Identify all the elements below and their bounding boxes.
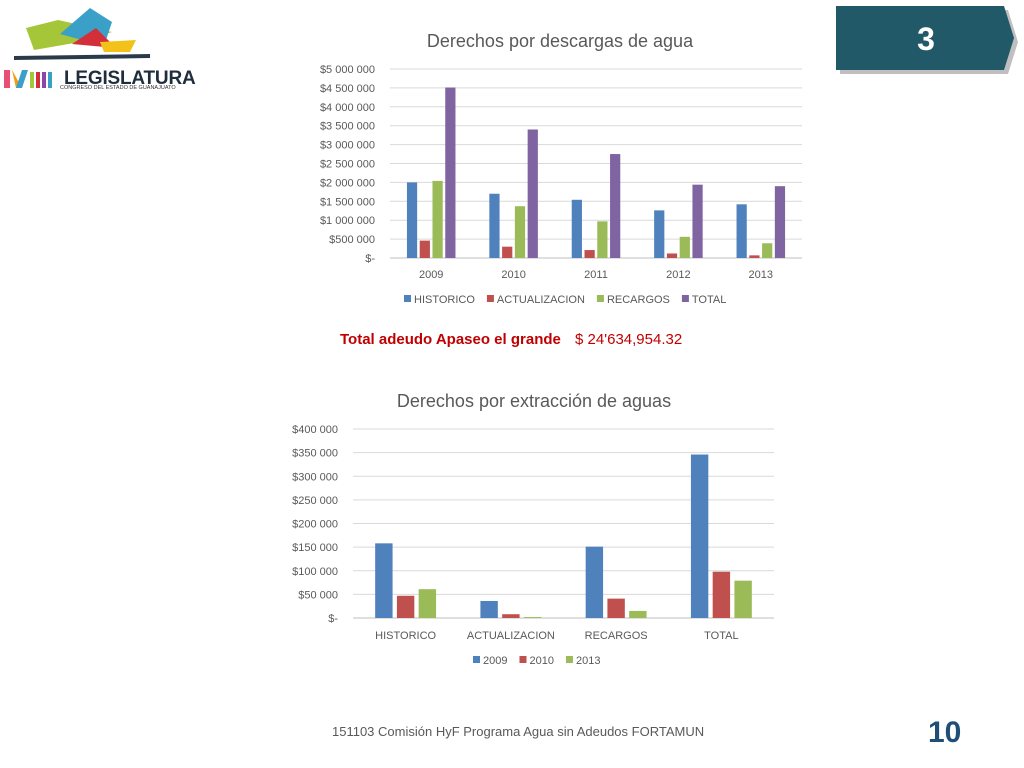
slide-badge-number: 3 bbox=[917, 20, 935, 57]
bar-2010 bbox=[712, 571, 731, 618]
legend-label: 2013 bbox=[576, 655, 600, 667]
bar-recargos bbox=[514, 206, 526, 258]
y-tick-label: $2 500 000 bbox=[320, 159, 375, 171]
bar-2010 bbox=[396, 595, 415, 618]
x-tick-label: 2010 bbox=[501, 269, 525, 281]
legend-label: HISTORICO bbox=[414, 294, 475, 306]
legend-swatch bbox=[473, 656, 480, 663]
y-tick-label: $4 000 000 bbox=[320, 102, 375, 114]
total-debt-label: Total adeudo Apaseo el grande bbox=[340, 331, 561, 348]
chart-title-1: Derechos por descargas de agua bbox=[427, 31, 694, 51]
y-tick-label: $350 000 bbox=[292, 448, 338, 460]
y-tick-label: $1 000 000 bbox=[320, 215, 375, 227]
bar-2009 bbox=[690, 454, 709, 618]
x-tick-label: 2013 bbox=[749, 269, 773, 281]
bar-2013 bbox=[523, 617, 542, 618]
bar-historico bbox=[654, 210, 665, 258]
bar-historico bbox=[736, 204, 747, 258]
total-debt-line: Total adeudo Apaseo el grande $ 24'634,9… bbox=[340, 331, 682, 348]
legislatura-logo bbox=[4, 8, 150, 88]
legend-label: 2010 bbox=[529, 655, 553, 667]
legend-swatch bbox=[404, 295, 411, 302]
legend-label: ACTUALIZACION bbox=[497, 294, 585, 306]
legend-label: TOTAL bbox=[692, 294, 726, 306]
y-tick-label: $400 000 bbox=[292, 424, 338, 436]
y-tick-label: $250 000 bbox=[292, 495, 338, 507]
y-tick-label: $150 000 bbox=[292, 542, 338, 554]
slide-badge-shape bbox=[836, 6, 1018, 74]
y-tick-label: $5 000 000 bbox=[320, 64, 375, 76]
y-tick-label: $100 000 bbox=[292, 566, 338, 578]
y-tick-label: $- bbox=[365, 253, 375, 265]
y-tick-label: $2 000 000 bbox=[320, 177, 375, 189]
x-tick-label: ACTUALIZACION bbox=[467, 630, 555, 642]
bar-recargos bbox=[762, 243, 773, 258]
bar-actualizacion bbox=[584, 250, 595, 258]
logo-wordmark: LEGISLATURA bbox=[64, 68, 196, 89]
bar-total bbox=[692, 184, 703, 258]
bar-recargos bbox=[679, 236, 690, 258]
bar-2013 bbox=[629, 610, 647, 618]
y-tick-label: $200 000 bbox=[292, 519, 338, 531]
bar-actualizacion bbox=[666, 253, 678, 258]
bar-total bbox=[445, 87, 456, 258]
x-tick-label: 2009 bbox=[419, 269, 443, 281]
bar-2010 bbox=[502, 614, 520, 618]
bar-2009 bbox=[375, 543, 393, 618]
chart-title-2: Derechos por extracción de aguas bbox=[397, 391, 671, 411]
bar-2013 bbox=[418, 589, 437, 618]
bar-actualizacion bbox=[749, 255, 760, 258]
legend-swatch bbox=[681, 295, 689, 302]
legend-label: 2009 bbox=[483, 655, 507, 667]
footer-text: 151103 Comisión HyF Programa Agua sin Ad… bbox=[332, 724, 705, 739]
bar-historico bbox=[406, 182, 418, 258]
legend-swatch bbox=[486, 295, 494, 302]
bar-actualizacion bbox=[419, 240, 430, 258]
x-tick-label: 2012 bbox=[666, 269, 690, 281]
legend-label: RECARGOS bbox=[607, 294, 670, 306]
bar-2010 bbox=[607, 598, 625, 618]
bar-recargos bbox=[597, 221, 608, 258]
y-tick-label: $50 000 bbox=[298, 589, 338, 601]
bar-2013 bbox=[734, 580, 752, 618]
x-tick-label: TOTAL bbox=[704, 630, 738, 642]
bar-2009 bbox=[585, 546, 604, 618]
bar-historico bbox=[571, 199, 582, 258]
x-tick-label: 2011 bbox=[584, 269, 608, 281]
bar-total bbox=[610, 154, 621, 258]
page-number: 10 bbox=[928, 716, 962, 749]
y-tick-label: $1 500 000 bbox=[320, 196, 375, 208]
x-tick-label: HISTORICO bbox=[375, 630, 436, 642]
y-tick-label: $3 500 000 bbox=[320, 121, 375, 133]
y-tick-label: $500 000 bbox=[329, 234, 375, 246]
bar-2009 bbox=[480, 600, 498, 618]
x-tick-label: RECARGOS bbox=[585, 630, 648, 642]
bar-actualizacion bbox=[502, 246, 513, 258]
y-tick-label: $300 000 bbox=[292, 471, 338, 483]
y-tick-label: $- bbox=[328, 613, 338, 625]
bar-historico bbox=[489, 193, 500, 258]
legend-swatch bbox=[596, 295, 604, 302]
total-debt-value: $ 24'634,954.32 bbox=[575, 331, 683, 348]
bar-total bbox=[774, 186, 786, 258]
bar-total bbox=[527, 129, 538, 258]
legend-swatch bbox=[565, 656, 573, 663]
y-tick-label: $4 500 000 bbox=[320, 83, 375, 95]
legend-swatch bbox=[519, 656, 527, 663]
logo-subtitle: CONGRESO DEL ESTADO DE GUANAJUATO bbox=[60, 85, 176, 91]
bar-recargos bbox=[432, 180, 443, 258]
y-tick-label: $3 000 000 bbox=[320, 140, 375, 152]
